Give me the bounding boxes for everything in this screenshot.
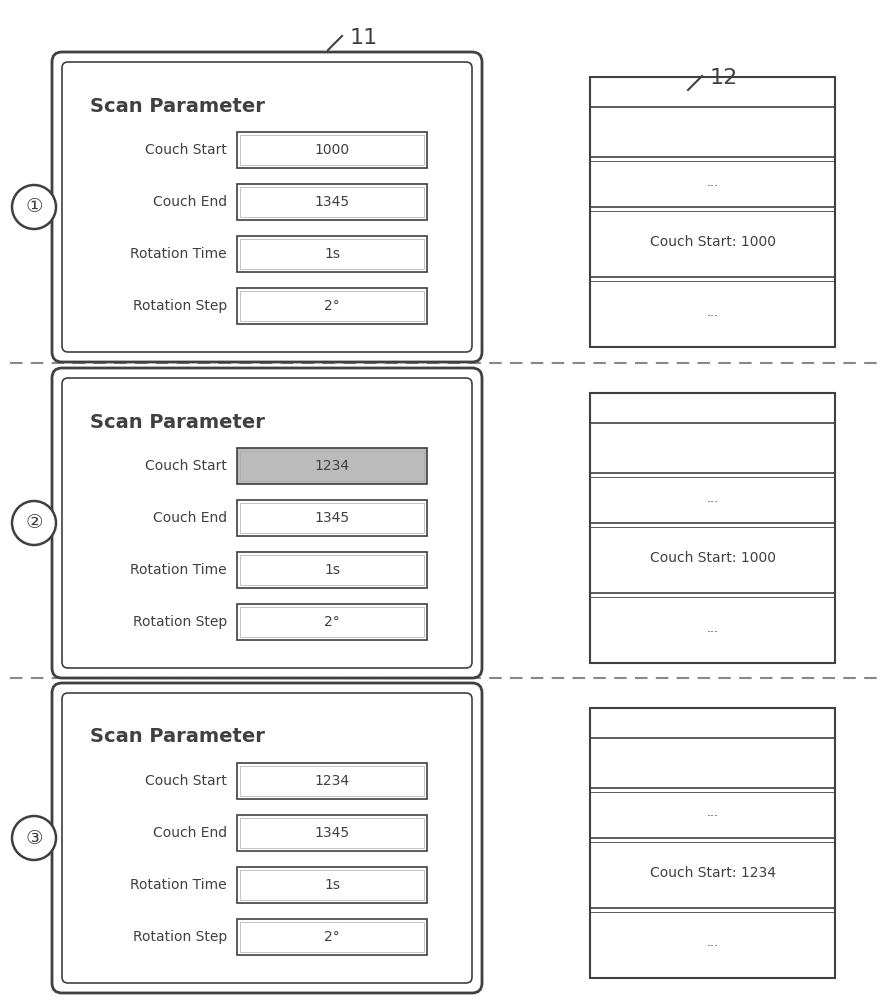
Text: Rotation Time: Rotation Time [131, 247, 227, 261]
FancyBboxPatch shape [52, 368, 482, 678]
Text: Rotation Step: Rotation Step [132, 615, 227, 629]
Bar [240, 818, 424, 848]
Bar [237, 604, 427, 640]
Bar [240, 135, 424, 165]
Text: 2°: 2° [325, 615, 340, 629]
Bar [237, 184, 427, 220]
Bar [237, 500, 427, 536]
Text: Couch Start: 1000: Couch Start: 1000 [650, 551, 775, 565]
Text: ...: ... [706, 806, 719, 820]
Text: ...: ... [706, 491, 719, 504]
Bar [240, 766, 424, 796]
Text: 1234: 1234 [315, 459, 350, 473]
Text: Couch Start: Couch Start [145, 459, 227, 473]
Text: 1345: 1345 [315, 826, 350, 840]
Text: Rotation Step: Rotation Step [132, 930, 227, 944]
Text: Couch Start: Couch Start [145, 774, 227, 788]
Text: Couch Start: 1234: Couch Start: 1234 [650, 866, 775, 880]
Bar [237, 919, 427, 955]
Bar [240, 239, 424, 269]
FancyBboxPatch shape [62, 693, 472, 983]
Bar [590, 393, 835, 663]
Bar [237, 763, 427, 799]
Text: Rotation Step: Rotation Step [132, 299, 227, 313]
Bar [240, 555, 424, 585]
Circle shape [12, 185, 56, 229]
Text: Couch Start: 1000: Couch Start: 1000 [650, 235, 775, 249]
Text: Scan Parameter: Scan Parameter [90, 728, 265, 746]
Bar [237, 236, 427, 272]
Circle shape [12, 816, 56, 860]
FancyBboxPatch shape [62, 62, 472, 352]
FancyBboxPatch shape [62, 378, 472, 668]
Text: Couch End: Couch End [153, 195, 227, 209]
Bar [237, 815, 427, 851]
Text: Scan Parameter: Scan Parameter [90, 412, 265, 432]
Text: Couch End: Couch End [153, 826, 227, 840]
Bar [590, 708, 835, 978]
Bar [240, 607, 424, 637]
Text: Rotation Time: Rotation Time [131, 878, 227, 892]
Text: 1s: 1s [324, 878, 340, 892]
Text: 1000: 1000 [315, 143, 350, 157]
Text: ...: ... [706, 936, 719, 950]
Text: Couch Start: Couch Start [145, 143, 227, 157]
Bar [590, 77, 835, 347]
Text: ②: ② [25, 514, 43, 532]
Text: 2°: 2° [325, 930, 340, 944]
Text: 1s: 1s [324, 247, 340, 261]
Text: ...: ... [706, 621, 719, 635]
Bar [237, 867, 427, 903]
FancyBboxPatch shape [52, 52, 482, 362]
Bar [240, 451, 424, 481]
Text: ③: ③ [25, 828, 43, 848]
Bar [240, 187, 424, 217]
Text: 12: 12 [710, 68, 738, 88]
Bar [237, 132, 427, 168]
Bar [240, 870, 424, 900]
Text: ...: ... [706, 306, 719, 318]
Text: ...: ... [706, 176, 719, 188]
Text: ①: ① [25, 198, 43, 217]
Text: 2°: 2° [325, 299, 340, 313]
Text: Couch End: Couch End [153, 511, 227, 525]
Text: 1s: 1s [324, 563, 340, 577]
Bar [240, 291, 424, 321]
Text: Rotation Time: Rotation Time [131, 563, 227, 577]
FancyBboxPatch shape [52, 683, 482, 993]
Text: 1345: 1345 [315, 195, 350, 209]
Bar [237, 288, 427, 324]
Bar [240, 503, 424, 533]
Bar [240, 922, 424, 952]
Text: 1234: 1234 [315, 774, 350, 788]
Text: 1345: 1345 [315, 511, 350, 525]
Text: Scan Parameter: Scan Parameter [90, 97, 265, 115]
Bar [237, 448, 427, 484]
Circle shape [12, 501, 56, 545]
Bar [237, 552, 427, 588]
Text: 11: 11 [350, 28, 378, 48]
